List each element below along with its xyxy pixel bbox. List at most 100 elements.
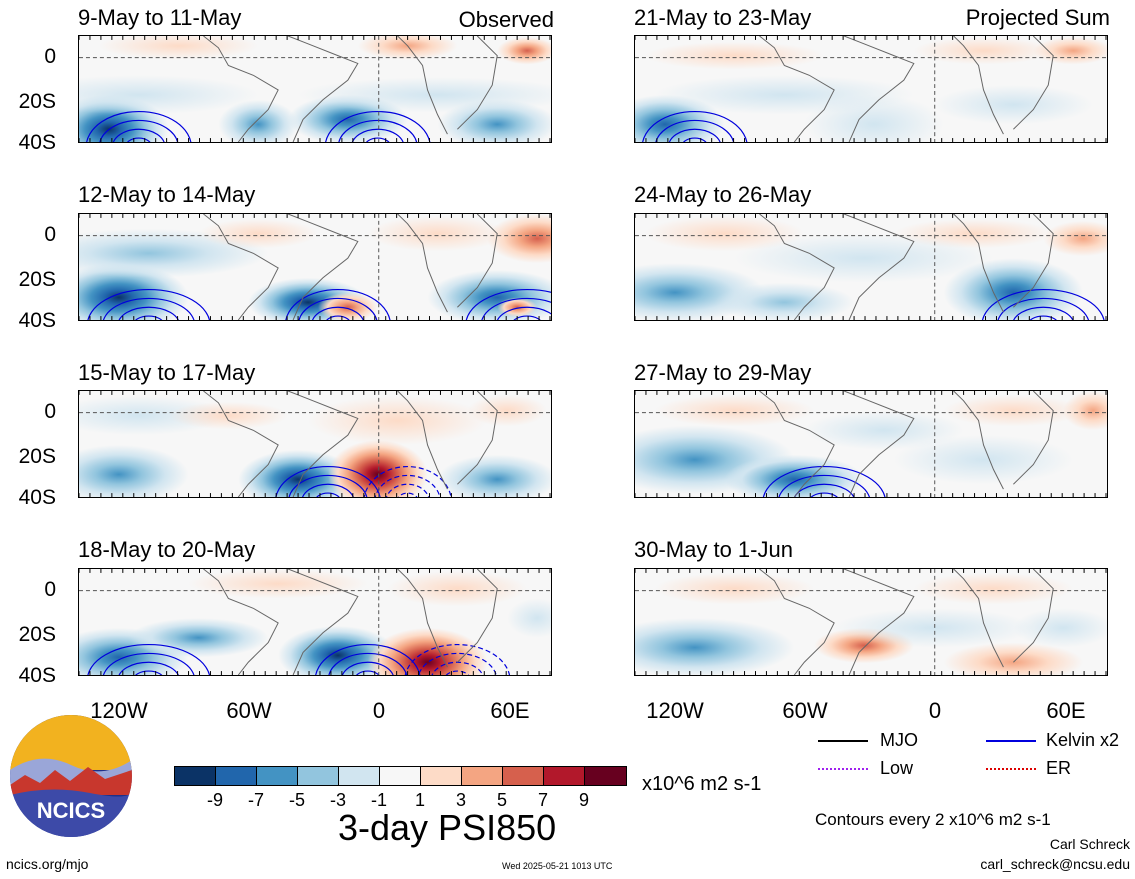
panel-title-8: 30-May to 1-Jun xyxy=(634,537,793,562)
contour-line xyxy=(794,483,855,497)
y-tick-40s-r3: 40S xyxy=(18,486,56,509)
coastline xyxy=(397,36,498,135)
contour-line xyxy=(981,288,1105,320)
coastline xyxy=(843,569,915,675)
contour-line xyxy=(285,288,391,320)
coastline xyxy=(759,36,835,142)
contour-line xyxy=(762,465,886,497)
anomaly-blob xyxy=(198,218,318,249)
legend-line-mjo xyxy=(818,740,868,742)
map-field xyxy=(635,36,1107,142)
coastline xyxy=(759,214,835,320)
anomaly-blob xyxy=(98,36,259,60)
anomaly-blob xyxy=(308,395,488,445)
panel-title-5: 21-May to 23-May xyxy=(634,5,812,30)
contour-line xyxy=(86,110,192,142)
colorbar-swatch xyxy=(175,767,216,785)
colorbar-swatch xyxy=(380,767,421,785)
map-panel-5 xyxy=(634,35,1108,143)
anomaly-blob xyxy=(387,570,528,607)
anomaly-blob xyxy=(467,394,548,427)
legend-label-mjo: MJO xyxy=(880,730,918,750)
panel-tag-observed: Observed xyxy=(458,7,554,32)
anomaly-blob xyxy=(724,454,865,497)
contour-line xyxy=(118,661,179,675)
colorbar-tick-label: 9 xyxy=(578,790,589,810)
map-field xyxy=(79,36,551,142)
panel-title-6: 24-May to 26-May xyxy=(634,182,812,207)
anomaly-blob xyxy=(943,394,1084,427)
contour-line xyxy=(445,670,470,675)
site-link[interactable]: ncics.org/mjo xyxy=(6,856,89,872)
contour-line xyxy=(496,306,551,320)
contour-line xyxy=(326,315,350,320)
anomaly-blob xyxy=(188,569,368,599)
anomaly-blob xyxy=(79,75,259,115)
anomaly-blob xyxy=(218,99,299,142)
colorbar-swatch xyxy=(421,767,462,785)
contour-line xyxy=(118,306,179,320)
y-tick-40s-r4: 40S xyxy=(18,664,56,687)
map-field xyxy=(79,391,551,497)
coastline xyxy=(287,569,359,675)
anomaly-blob xyxy=(507,598,551,638)
coastline xyxy=(203,569,279,675)
map-field xyxy=(635,569,1107,675)
anomaly-blob xyxy=(913,572,1074,605)
contour-line xyxy=(102,652,195,675)
coastline xyxy=(843,214,915,320)
timestamp: Wed 2025-05-21 1013 UTC xyxy=(502,861,613,871)
contour-line xyxy=(99,119,179,142)
anomaly-blob xyxy=(943,642,1084,675)
x-tick-0-left: 0 xyxy=(372,698,386,723)
map-field xyxy=(79,214,551,320)
anomaly-blob xyxy=(168,401,289,430)
colorbar-swatch xyxy=(216,767,257,785)
contour-line xyxy=(275,465,381,497)
anomaly-blob xyxy=(437,454,551,497)
anomaly-blob xyxy=(327,440,428,497)
contour-line xyxy=(135,315,163,320)
colorbar-swatch xyxy=(339,767,380,785)
colorbar-swatch xyxy=(585,767,626,785)
contour-line xyxy=(341,661,394,675)
anomaly-blob xyxy=(1063,391,1107,431)
coastline xyxy=(287,36,359,142)
contour-line xyxy=(325,110,431,142)
contour-line xyxy=(642,110,748,142)
anomaly-blob xyxy=(644,215,805,252)
colorbar-tick-label: 3 xyxy=(455,790,466,810)
y-tick-0-r3: 0 xyxy=(44,400,56,423)
anomaly-blob xyxy=(804,410,964,450)
colorbar-tick-label: -3 xyxy=(329,790,346,810)
anomaly-blob xyxy=(654,75,914,115)
anomaly-blob xyxy=(654,394,815,427)
anomaly-blob xyxy=(79,444,189,497)
legend-line-kelvin xyxy=(986,740,1036,742)
y-tick-0-r1: 0 xyxy=(44,45,56,68)
anomaly-blob xyxy=(317,292,378,320)
author: Carl Schreck xyxy=(1049,836,1130,852)
anomaly-blob xyxy=(734,233,994,283)
colorbar-swatch xyxy=(462,767,503,785)
x-tick-120w-left: 120W xyxy=(90,698,148,723)
coastline xyxy=(397,569,498,668)
y-tick-20s-r4: 20S xyxy=(18,623,56,646)
email: carl_schreck@ncsu.edu xyxy=(980,856,1130,872)
contour-line xyxy=(513,315,541,320)
colorbar-tick-label: -1 xyxy=(370,790,387,810)
contour-line xyxy=(683,137,707,142)
x-tick-0-right: 0 xyxy=(928,698,942,723)
y-tick-0-r4: 0 xyxy=(44,578,56,601)
contour-line xyxy=(87,288,211,320)
coastline xyxy=(953,214,1054,313)
panel-title-7: 27-May to 29-May xyxy=(634,360,812,385)
anomaly-blob xyxy=(357,36,458,60)
contour-line xyxy=(312,306,364,320)
y-tick-0-r2: 0 xyxy=(44,223,56,246)
x-tick-60w-left: 60W xyxy=(226,698,272,723)
colorbar-tick-label: -9 xyxy=(206,790,223,810)
anomaly-blob xyxy=(933,85,1094,125)
anomaly-blob xyxy=(298,77,551,113)
anomaly-blob xyxy=(635,618,795,675)
